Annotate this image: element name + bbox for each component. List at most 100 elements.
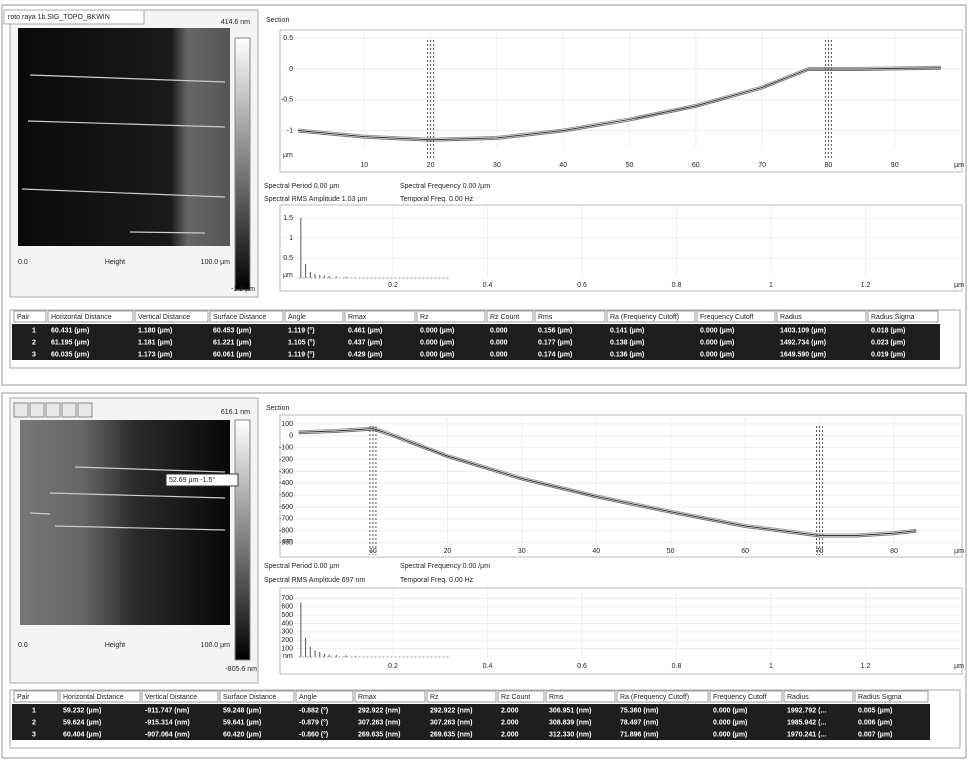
section-plot (280, 30, 962, 172)
y-tick-label: 1 (289, 235, 293, 242)
y-tick-label: -200 (279, 456, 293, 463)
table-cell: 2.000 (501, 719, 519, 726)
table-cell: 1.181 (µm) (138, 339, 172, 346)
color-bar (235, 420, 250, 660)
spectral-rms: Spectral RMS Amplitude 1.03 µm (264, 196, 367, 203)
table-cell: -0.860 (°) (299, 730, 328, 738)
x-tick-label: 50 (626, 162, 634, 169)
y-tick-label: 0 (289, 66, 293, 73)
x-tick-label: 1.2 (861, 663, 871, 670)
table-cell: 0.000 (µm) (713, 707, 747, 714)
table-cell: 1985.942 (... (787, 719, 826, 726)
y-tick-label: -800 (279, 528, 293, 535)
table-cell: 307.263 (nm) (430, 719, 472, 726)
z-min: -805.6 nm (225, 666, 257, 673)
table-cell: 59.624 (µm) (63, 719, 101, 726)
column-header-text: Surface Distance (213, 314, 266, 321)
table-cell: 0.019 (µm) (871, 351, 905, 358)
table-cell: 1.180 (µm) (138, 327, 172, 334)
table-cell: 0.136 (µm) (610, 351, 644, 358)
table-cell: -0.882 (°) (299, 706, 328, 714)
z-max: 414.6 nm (221, 19, 250, 26)
column-header-text: Radius Sigma (858, 694, 902, 701)
table-cell: 61.221 (µm) (213, 339, 251, 346)
section-title: Section (266, 405, 289, 412)
table-cell: 1.119 (°) (288, 326, 315, 334)
table-cell: 1492.734 (µm) (780, 339, 826, 346)
x-unit: µm (954, 663, 964, 670)
table-cell: 0.005 (µm) (858, 707, 892, 714)
table-cell: 0.156 (µm) (538, 327, 572, 334)
x-end: 100.0 µm (201, 642, 230, 649)
table-cell: 0.000 (490, 351, 508, 358)
height-image (20, 420, 230, 625)
y-tick-label: -0.5 (281, 97, 293, 104)
color-bar (235, 38, 250, 290)
table-cell: 0.000 (490, 327, 508, 334)
temporal-frequency: Temporal Freq. 0.00 Hz (400, 196, 474, 203)
y-tick-label: 1.5 (283, 215, 293, 222)
table-cell: 2.000 (501, 731, 519, 738)
table-cell: 0.000 (µm) (713, 719, 747, 726)
y-tick-label: 100 (281, 421, 293, 428)
table-cell: 0.000 (µm) (700, 339, 734, 346)
table-cell: 75.360 (nm) (620, 707, 659, 714)
z-max: 616.1 nm (221, 409, 250, 416)
x-tick-label: 0.8 (672, 282, 682, 289)
column-header-text: Rms (538, 314, 553, 321)
annotation: 52.69 µm -1.5° (169, 476, 215, 484)
table-cell: 1 (32, 707, 36, 714)
table-cell: 307.263 (nm) (358, 719, 400, 726)
height-image (18, 28, 230, 246)
table-cell: 2 (32, 719, 36, 726)
y-tick-label: -400 (279, 480, 293, 487)
table-cell: 59.248 (µm) (223, 707, 261, 714)
x-tick-label: 30 (518, 548, 526, 555)
y-tick-label: -600 (279, 504, 293, 511)
x-tick-label: 80 (825, 162, 833, 169)
column-header-text: Rmax (358, 694, 377, 701)
table-cell: 0.138 (µm) (610, 339, 644, 346)
table-cell: 0.000 (µm) (700, 351, 734, 358)
table-cell: 1403.109 (µm) (780, 327, 826, 334)
table-cell: 292.922 (nm) (358, 707, 400, 714)
table-cell: -915.314 (nm) (145, 719, 190, 726)
y-unit: nm (283, 538, 293, 545)
column-header-text: Frequency Cutoff (713, 694, 767, 701)
x-start: 0.0 (18, 642, 28, 649)
x-unit: µm (954, 162, 964, 169)
x-tick-label: 0.4 (483, 282, 493, 289)
x-tick-label: 60 (741, 548, 749, 555)
y-tick-label: 300 (281, 629, 293, 636)
y-tick-label: 0.5 (283, 255, 293, 262)
y-unit: µm (283, 152, 293, 159)
x-tick-label: 1 (769, 663, 773, 670)
table-cell: 1 (32, 327, 36, 334)
table-cell: 1649.590 (µm) (780, 351, 826, 358)
table-cell: 78.497 (nm) (620, 719, 659, 726)
column-header-text: Horizontal Distance (63, 694, 124, 701)
temporal-frequency: Temporal Freq. 0.00 Hz (400, 577, 474, 584)
x-unit: µm (954, 282, 964, 289)
column-header-text: Pair (17, 694, 30, 701)
table-cell: 0.174 (µm) (538, 351, 572, 358)
table-cell: 3 (32, 351, 36, 358)
table-cell: 306.951 (nm) (549, 707, 591, 714)
column-header-text: Rz (430, 694, 439, 701)
column-header-text: Vertical Distance (145, 694, 197, 701)
column-header-text: Angle (288, 314, 306, 321)
column-header-text: Pair (17, 314, 30, 321)
table-cell: 0.177 (µm) (538, 339, 572, 346)
column-header-text: Ra (Frequency Cutoff) (620, 694, 689, 701)
spectral-rms: Spectral RMS Amplitude 697 nm (264, 577, 365, 584)
table-cell: 71.896 (nm) (620, 731, 659, 738)
z-min: -1.2 µm (231, 286, 255, 293)
x-tick-label: 80 (890, 548, 898, 555)
table-cell: 308.839 (nm) (549, 719, 591, 726)
table-cell: 0.000 (490, 339, 508, 346)
toolbar[interactable] (14, 403, 92, 417)
screenshot: roto raya 1b.SIG_TOPO_BKWIN414.6 nm-1.2 … (0, 0, 968, 763)
table-cell: 60.404 (µm) (63, 731, 101, 738)
table-cell: -911.747 (nm) (145, 707, 189, 714)
column-header-text: Rmax (348, 314, 367, 321)
